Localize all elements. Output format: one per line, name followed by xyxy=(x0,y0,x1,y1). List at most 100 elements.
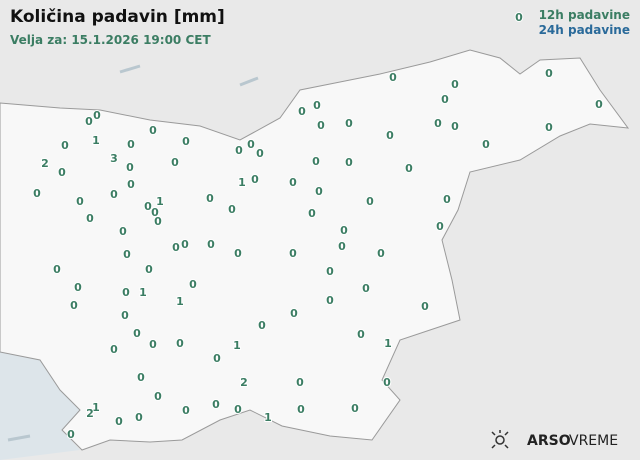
station-value: 1 xyxy=(92,401,100,414)
station-value: 0 xyxy=(126,161,134,174)
station-value: 0 xyxy=(93,109,101,122)
station-value: 0 xyxy=(351,402,359,415)
station-value: 0 xyxy=(357,328,365,341)
station-value: 0 xyxy=(256,147,264,160)
station-value: 0 xyxy=(340,224,348,237)
station-value: 0 xyxy=(123,248,131,261)
station-value: 0 xyxy=(317,119,325,132)
station-value: 0 xyxy=(228,203,236,216)
station-value: 0 xyxy=(515,11,523,24)
station-value: 0 xyxy=(251,173,259,186)
station-value: 0 xyxy=(234,403,242,416)
station-value: 0 xyxy=(595,98,603,111)
station-value: 0 xyxy=(154,390,162,403)
station-value: 0 xyxy=(181,238,189,251)
station-value: 0 xyxy=(127,178,135,191)
station-value: 0 xyxy=(144,200,152,213)
station-value: 0 xyxy=(110,343,118,356)
station-value: 0 xyxy=(377,247,385,260)
station-value: 0 xyxy=(436,220,444,233)
station-value: 0 xyxy=(451,78,459,91)
station-value: 0 xyxy=(58,166,66,179)
station-value: 0 xyxy=(441,93,449,106)
station-value: 0 xyxy=(207,238,215,251)
station-value: 0 xyxy=(386,129,394,142)
station-value: 0 xyxy=(296,376,304,389)
station-value: 2 xyxy=(86,407,94,420)
station-value: 0 xyxy=(258,319,266,332)
station-value: 0 xyxy=(247,138,255,151)
station-value: 1 xyxy=(238,176,246,189)
station-value: 0 xyxy=(482,138,490,151)
logo-bold: ARSO xyxy=(527,433,571,449)
station-value: 0 xyxy=(172,241,180,254)
station-value: 0 xyxy=(345,117,353,130)
sea xyxy=(0,352,80,460)
subtitle: Velja za: 15.1.2026 19:00 CET xyxy=(10,33,211,47)
station-value: 0 xyxy=(61,139,69,152)
station-value: 0 xyxy=(362,282,370,295)
station-value: 0 xyxy=(135,411,143,424)
station-value: 0 xyxy=(389,71,397,84)
logo-regular: VREME xyxy=(569,433,618,449)
station-value: 0 xyxy=(290,307,298,320)
station-value: 0 xyxy=(115,415,123,428)
station-value: 1 xyxy=(156,195,164,208)
station-value: 0 xyxy=(434,117,442,130)
station-value: 0 xyxy=(312,155,320,168)
station-value: 0 xyxy=(119,225,127,238)
station-value: 0 xyxy=(308,207,316,220)
station-value: 0 xyxy=(122,286,130,299)
legend-24h: 24h padavine xyxy=(539,23,630,37)
station-value: 2 xyxy=(240,376,248,389)
station-value: 0 xyxy=(137,371,145,384)
station-value: 0 xyxy=(33,187,41,200)
logo-rays xyxy=(491,430,509,449)
station-value: 0 xyxy=(176,337,184,350)
station-value: 0 xyxy=(189,278,197,291)
station-value: 0 xyxy=(149,124,157,137)
station-value: 3 xyxy=(110,152,118,165)
station-value: 0 xyxy=(151,206,159,219)
station-value: 0 xyxy=(85,115,93,128)
station-value: 0 xyxy=(315,185,323,198)
title: Količina padavin [mm] xyxy=(10,7,225,27)
station-value: 0 xyxy=(213,352,221,365)
station-value: 0 xyxy=(133,327,141,340)
country-area xyxy=(0,49,630,451)
station-value: 0 xyxy=(545,67,553,80)
logo: ARSO VREME xyxy=(491,430,618,449)
station-value: 0 xyxy=(338,240,346,253)
station-value: 0 xyxy=(366,195,374,208)
station-value: 0 xyxy=(182,135,190,148)
station-value: 0 xyxy=(53,263,61,276)
station-value: 0 xyxy=(67,428,75,441)
station-value: 0 xyxy=(171,156,179,169)
station-value: 0 xyxy=(326,294,334,307)
station-value: 0 xyxy=(405,162,413,175)
station-value: 0 xyxy=(76,195,84,208)
station-value: 0 xyxy=(86,212,94,225)
station-value: 1 xyxy=(233,339,241,352)
station-value: 0 xyxy=(443,193,451,206)
station-value: 0 xyxy=(421,300,429,313)
station-value: 0 xyxy=(212,398,220,411)
station-value: 0 xyxy=(345,156,353,169)
station-value: 1 xyxy=(384,337,392,350)
station-value: 0 xyxy=(70,299,78,312)
station-value: 0 xyxy=(383,376,391,389)
station-value: 0 xyxy=(298,105,306,118)
station-value: 0 xyxy=(289,176,297,189)
station-value: 0 xyxy=(127,138,135,151)
station-value: 1 xyxy=(139,286,147,299)
station-value: 0 xyxy=(545,121,553,134)
legend-12h: 12h padavine xyxy=(539,8,630,22)
station-value: 0 xyxy=(289,247,297,260)
lakes xyxy=(7,64,259,442)
station-value: 1 xyxy=(264,411,272,424)
station-value: 0 xyxy=(74,281,82,294)
station-value: 1 xyxy=(176,295,184,308)
station-value: 0 xyxy=(110,188,118,201)
station-value: 0 xyxy=(451,120,459,133)
